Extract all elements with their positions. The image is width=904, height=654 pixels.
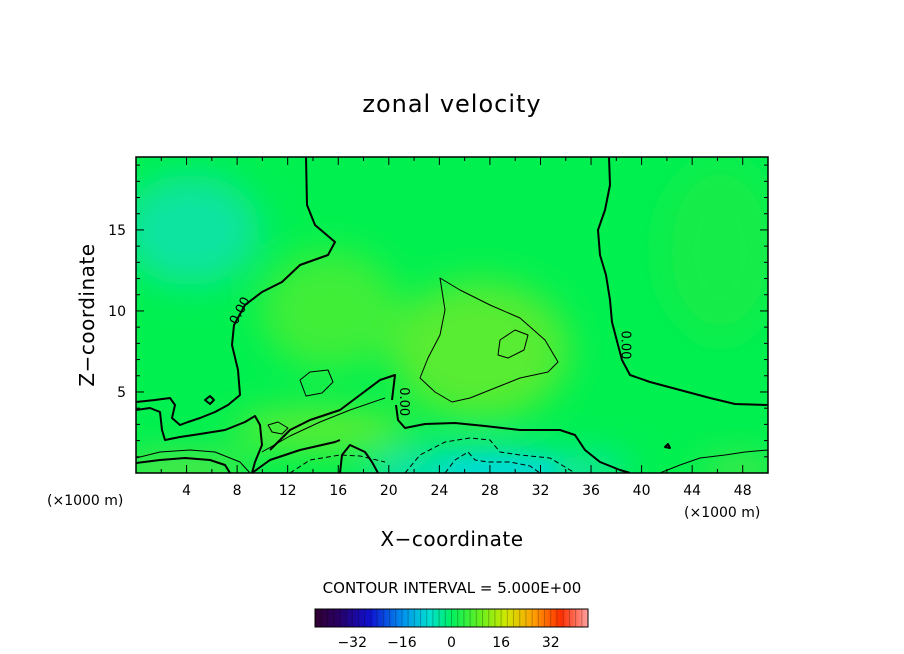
positive-contour-right-bottom — [659, 449, 768, 473]
zero-contour-left — [136, 157, 336, 426]
x-tick-label: 4 — [182, 483, 191, 499]
x-tick-label: 36 — [582, 483, 600, 499]
colorbar-tick-label: −16 — [387, 635, 417, 651]
colorbar-ticks: −32 −16 0 16 32 — [337, 635, 559, 651]
zero-contour-labels: 0.000.000.00 — [227, 295, 632, 417]
zero-contour-wedge — [269, 374, 396, 451]
x-unit-label-left: (×1000 m) — [47, 493, 123, 509]
zero-contour-small-loop — [204, 395, 215, 405]
negative-contour-center — [404, 437, 576, 473]
x-tick-label: 40 — [633, 483, 651, 499]
y-tick-label: 15 — [108, 223, 126, 239]
zero-contour-right — [597, 157, 768, 406]
plot-area: 0.000.000.00 — [136, 157, 768, 473]
x-tick-label: 48 — [734, 483, 752, 499]
positive-contour-bottom-left — [136, 449, 251, 473]
colorbar-tick-label: 16 — [492, 635, 510, 651]
y-axis-ticks: 5 10 15 — [108, 164, 768, 458]
x-tick-label: 20 — [380, 483, 398, 499]
x-tick-label: 28 — [481, 483, 499, 499]
colorbar: −32 −16 0 16 32 — [314, 608, 589, 651]
x-tick-label: 24 — [430, 483, 448, 499]
x-tick-label: 32 — [532, 483, 550, 499]
y-tick-label: 5 — [117, 385, 126, 401]
colorbar-segments — [320, 609, 583, 627]
zero-contour-center — [251, 439, 341, 473]
zero-contour-lower-center — [395, 404, 631, 473]
positive-contour-center-blob — [419, 277, 559, 403]
colorbar-tick-label: −32 — [337, 635, 367, 651]
zero-contour-bottom-mid — [339, 444, 379, 473]
negative-contour-lower — [289, 454, 386, 473]
cyan-upper-left-region — [136, 175, 260, 285]
x-axis-ticks: 4 8 12 16 20 24 28 32 36 40 44 48 — [160, 157, 752, 499]
positive-contour-small-left — [267, 421, 289, 435]
y-tick-label: 10 — [108, 304, 126, 320]
zero-contour-bottom-right-loop — [664, 443, 671, 449]
right-green-region — [660, 160, 768, 340]
contour-interval-label: CONTOUR INTERVAL = 5.000E+00 — [323, 579, 582, 597]
light-green-center-region — [390, 280, 570, 420]
x-unit-label-right: (×1000 m) — [684, 505, 760, 521]
positive-contour-lower-band — [261, 397, 386, 453]
cyan-core — [440, 458, 560, 473]
colorbar-tick-label: 0 — [447, 635, 456, 651]
y-axis-label: Z−coordinate — [75, 243, 99, 386]
colorbar-tick-label: 32 — [542, 635, 560, 651]
positive-contour-mid-left — [299, 369, 334, 397]
x-tick-label: 16 — [329, 483, 347, 499]
positive-contour-center-inner — [497, 329, 529, 359]
cyan-lower-right-region — [540, 454, 630, 473]
colorbar-gradient — [314, 608, 589, 628]
light-green-mid-region — [260, 250, 400, 370]
zero-contour-left-lower — [136, 407, 263, 473]
chart-title: zonal velocity — [362, 90, 541, 118]
x-tick-label: 8 — [233, 483, 242, 499]
zero-contour-label: 0.00 — [617, 331, 632, 360]
plot-frame — [135, 156, 769, 474]
cyan-lower-center-region — [365, 447, 595, 473]
zero-contour-bottom-left — [136, 457, 231, 473]
x-tick-label: 12 — [279, 483, 297, 499]
x-tick-label: 44 — [683, 483, 701, 499]
zero-contour-label: 0.00 — [396, 387, 411, 416]
light-green-band — [230, 408, 410, 452]
x-axis-label: X−coordinate — [380, 527, 523, 551]
negative-contour-core — [444, 451, 541, 473]
